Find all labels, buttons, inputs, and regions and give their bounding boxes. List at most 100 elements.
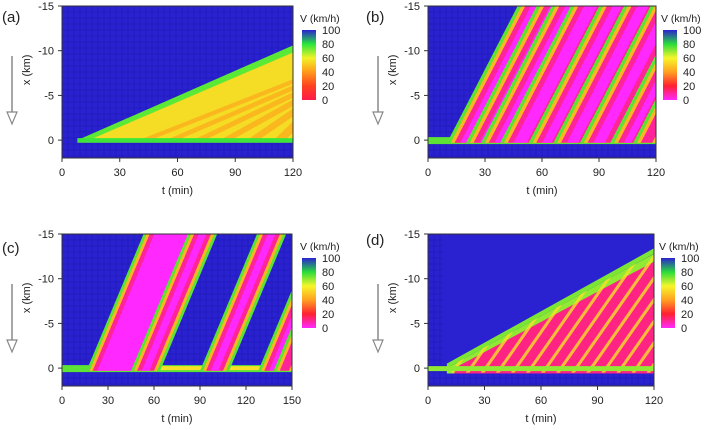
y-tick-label: -15 (38, 1, 54, 13)
x-axis-label: t (min) (526, 185, 557, 197)
y-tick-label: 0 (414, 135, 420, 147)
x-tick-label: 120 (645, 395, 663, 407)
colorbar-tick-label: 40 (681, 295, 693, 307)
x-tick-label: 90 (593, 167, 605, 179)
chart-panel-0: 0 30 60 90 120 -15 -10 -5 0 t (min) x (km) (a) V (km… (2, 1, 340, 197)
colorbar-tick-label: 20 (322, 81, 334, 93)
colorbar (302, 30, 316, 100)
congestion-stripe (165, 85, 293, 141)
colorbar-tick-label: 100 (322, 25, 340, 37)
y-tick-label: -15 (38, 229, 54, 241)
y-tick-label: -5 (410, 318, 420, 330)
colorbar-tick-label: 80 (322, 267, 334, 279)
colorbar-tick-label: 40 (322, 295, 334, 307)
plot-area (428, 6, 656, 158)
x-tick-label: 120 (237, 395, 255, 407)
y-tick-label: -10 (404, 46, 420, 58)
colorbar (661, 258, 675, 328)
y-tick-label: 0 (48, 135, 54, 147)
colorbar-tick-label: 0 (681, 323, 687, 335)
colorbar-tick-label: 100 (683, 25, 701, 37)
y-tick-label: 0 (48, 363, 54, 375)
panel-label: (a) (2, 9, 20, 26)
colorbar-tick-label: 80 (681, 267, 693, 279)
x-tick-label: 90 (591, 395, 603, 407)
colorbar-tick-label: 0 (683, 95, 689, 107)
y-tick-label: -5 (44, 90, 54, 102)
panel-label: (b) (366, 9, 384, 26)
x-axis-label: t (min) (161, 413, 192, 425)
congestion-stripe (139, 79, 293, 141)
y-tick-label: -5 (410, 90, 420, 102)
y-tick-label: 0 (414, 363, 420, 375)
plot-frame (61, 233, 293, 387)
congestion-region (454, 261, 654, 374)
x-axis-label: t (min) (525, 413, 556, 425)
plot-area (62, 234, 292, 386)
colorbar-tick-label: 40 (322, 67, 334, 79)
y-axis-label: x (km) (21, 55, 33, 86)
y-tick-label: -15 (404, 1, 420, 13)
panel-label: (d) (366, 232, 384, 249)
x-tick-label: 90 (194, 395, 206, 407)
congestion-stripe (219, 99, 293, 141)
chart-panel-1: 0 30 60 90 120 -15 -10 -5 0 t (min) x (km) (b) V (km… (366, 1, 701, 197)
x-tick-label: 60 (535, 395, 547, 407)
bottleneck-band (77, 138, 293, 143)
x-tick-label: 0 (425, 395, 431, 407)
moving-jam-8 (633, 98, 656, 143)
moving-jam-5 (553, 6, 656, 143)
colorbar-tick-label: 20 (681, 309, 693, 321)
x-tick-label: 90 (229, 167, 241, 179)
colorbar-title: V (km/h) (659, 241, 699, 253)
colorbar-tick-label: 20 (683, 81, 695, 93)
y-tick-label: -10 (38, 46, 54, 58)
bottleneck-band (428, 366, 654, 372)
x-tick-label: 120 (647, 167, 665, 179)
colorbar-tick-label: 40 (683, 67, 695, 79)
front-edge (446, 248, 654, 369)
moving-jam-0 (86, 234, 202, 371)
direction-arrow-head (6, 111, 18, 126)
congestion-stripe (631, 340, 654, 373)
congestion-stripe (586, 275, 654, 373)
colorbar-title: V (km/h) (661, 13, 701, 25)
direction-arrow-head (372, 339, 384, 354)
moving-jam-1 (131, 234, 218, 371)
colorbar-title: V (km/h) (300, 13, 340, 25)
y-tick-label: -5 (44, 318, 54, 330)
congestion-stripe (616, 318, 654, 373)
y-tick-label: -15 (404, 229, 420, 241)
x-tick-label: 30 (102, 395, 114, 407)
congestion-stripe (601, 296, 654, 373)
x-tick-label: 0 (59, 167, 65, 179)
colorbar-tick-label: 0 (322, 323, 328, 335)
moving-jam-2 (200, 234, 287, 371)
y-axis-label: x (km) (387, 55, 399, 86)
congestion-stripe (571, 253, 654, 373)
x-tick-label: 150 (283, 395, 301, 407)
x-tick-label: 60 (171, 167, 183, 179)
colorbar-title: V (km/h) (300, 241, 340, 253)
x-tick-label: 60 (536, 167, 548, 179)
chart-panel-3: 0 30 60 90 120 -15 -10 -5 0 t (min) x (km) (d) V (km… (366, 229, 699, 425)
x-tick-label: 30 (479, 167, 491, 179)
chart-panel-2: 0 30 60 90 120 150 -15 -10 -5 0 t (min) x (km) (c) V … (2, 229, 340, 425)
direction-arrow-head (372, 111, 384, 126)
panel-label: (c) (2, 240, 20, 257)
bottleneck-core (89, 366, 292, 371)
colorbar-tick-label: 80 (683, 39, 695, 51)
x-tick-label: 30 (478, 395, 490, 407)
colorbar-tick-label: 0 (322, 95, 328, 107)
direction-arrow-head (6, 339, 18, 354)
colorbar (663, 30, 677, 100)
y-axis-label: x (km) (387, 283, 399, 314)
x-tick-label: 120 (284, 167, 302, 179)
congestion-stripe (556, 242, 651, 373)
colorbar-tick-label: 60 (322, 281, 334, 293)
colorbar-tick-label: 60 (683, 53, 695, 65)
moving-jam-6 (580, 6, 656, 143)
colorbar-tick-label: 20 (322, 309, 334, 321)
plot-area (62, 6, 293, 158)
